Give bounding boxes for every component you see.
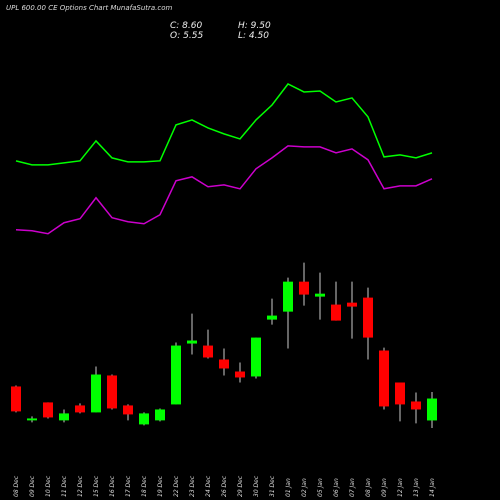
- x-tick-label: 10 Dec: [45, 475, 52, 497]
- candle-body: [251, 337, 261, 377]
- candle-body: [75, 405, 85, 413]
- candle-body: [11, 386, 21, 412]
- x-tick-label: 24 Dec: [205, 475, 212, 497]
- x-tick-label: 30 Dec: [253, 475, 260, 497]
- candle-body: [155, 409, 165, 421]
- x-tick-label: 18 Dec: [141, 475, 148, 497]
- x-tick-label: 13 Jan: [413, 478, 420, 497]
- x-tick-label: 17 Dec: [125, 475, 132, 497]
- candle-body: [427, 398, 437, 421]
- x-tick-label: 31 Dec: [269, 475, 276, 497]
- x-tick-label: 12 Jan: [397, 478, 404, 497]
- x-tick-label: 23 Dec: [189, 475, 196, 497]
- x-tick-label: 09 Dec: [29, 475, 36, 497]
- candle-body: [379, 350, 389, 407]
- candle-body: [299, 281, 309, 295]
- x-tick-label: 01 Jan: [285, 478, 292, 497]
- candle-body: [43, 402, 53, 418]
- candle-body: [235, 371, 245, 378]
- x-tick-label: 06 Jan: [333, 478, 340, 497]
- x-tick-label: 15 Dec: [93, 475, 100, 497]
- x-tick-label: 08 Jan: [365, 478, 372, 497]
- x-tick-label: 05 Jan: [317, 478, 324, 497]
- x-tick-label: 08 Dec: [13, 475, 20, 497]
- candle-body: [27, 418, 37, 421]
- x-tick-label: 29 Dec: [237, 475, 244, 497]
- candle-body: [59, 413, 69, 421]
- candle-body: [171, 345, 181, 405]
- x-tick-label: 26 Dec: [221, 475, 228, 497]
- candle-body: [123, 405, 133, 415]
- candle-body: [283, 281, 293, 312]
- candle-body: [363, 297, 373, 338]
- candle-body: [187, 340, 197, 344]
- candle-body: [91, 374, 101, 413]
- ohlc-low: L: 4.50: [238, 31, 269, 41]
- candle-body: [107, 375, 117, 409]
- candle-body: [411, 401, 421, 410]
- ohlc-open: O: 5.55: [170, 31, 203, 41]
- candle-body: [139, 413, 149, 425]
- ohlc-close: C: 8.60: [170, 21, 202, 31]
- candle-body: [203, 345, 213, 358]
- ohlc-high: H: 9.50: [238, 21, 271, 31]
- x-tick-label: 16 Dec: [109, 475, 116, 497]
- x-tick-label: 11 Dec: [61, 475, 68, 497]
- x-tick-label: 14 Jan: [429, 478, 436, 497]
- candle-body: [347, 302, 357, 307]
- x-tick-label: 09 Jan: [381, 478, 388, 497]
- indicator-line: [15, 145, 433, 235]
- x-tick-label: 22 Dec: [173, 475, 180, 497]
- candle-body: [331, 304, 341, 321]
- x-tick-label: 12 Dec: [77, 475, 84, 497]
- indicator-line: [15, 83, 433, 166]
- candle-body: [267, 315, 277, 320]
- candle-body: [315, 293, 325, 297]
- x-tick-label: 07 Jan: [349, 478, 356, 497]
- candle-body: [395, 382, 405, 405]
- x-tick-label: 19 Dec: [157, 475, 164, 497]
- x-tick-label: 02 Jan: [301, 478, 308, 497]
- candle-body: [219, 359, 229, 369]
- chart-title: UPL 600.00 CE Options Chart MunafaSutra.…: [6, 4, 173, 12]
